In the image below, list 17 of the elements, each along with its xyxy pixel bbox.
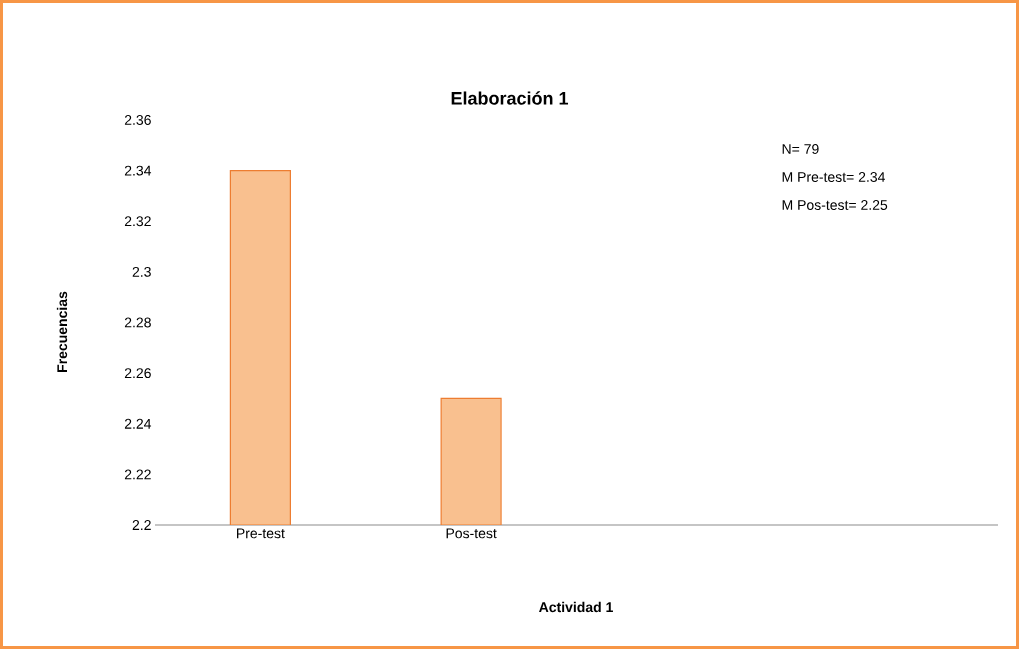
y-tick-label: 2.34 <box>124 165 152 176</box>
y-tick-label: 2.2 <box>132 520 151 530</box>
y-tick-label: 2.36 <box>124 115 151 125</box>
x-axis-title: Actividad 1 <box>539 601 613 613</box>
x-tick-label: Pos-test <box>446 528 497 539</box>
y-tick-label: 2.26 <box>124 368 151 379</box>
annotation: M Pre-test= 2.34 <box>782 172 885 182</box>
chart-title: Elaboración 1 <box>451 91 569 105</box>
annotation: N= 79 <box>782 144 819 154</box>
annotation: M Pos-test= 2.25 <box>782 200 888 210</box>
x-tick-label: Pre-test <box>237 528 285 539</box>
y-axis-title: Frecuencias <box>56 291 68 372</box>
y-tick-label: 2.22 <box>124 469 151 480</box>
y-tick-label: 2.32 <box>124 216 151 227</box>
y-tick-label: 2.28 <box>124 317 151 328</box>
y-tick-label: 2.24 <box>124 418 152 429</box>
y-tick-label: 2.3 <box>132 266 151 277</box>
